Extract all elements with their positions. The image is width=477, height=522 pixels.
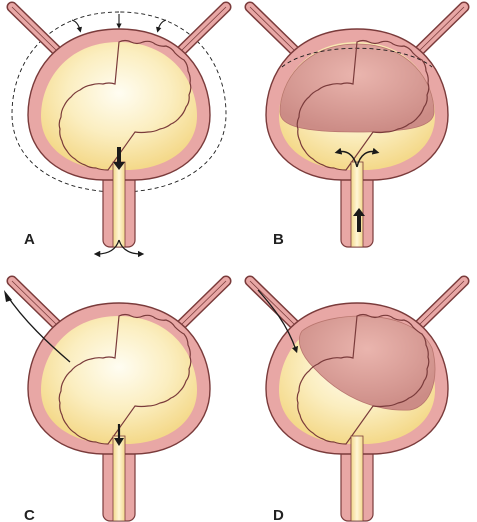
- panel-a: [11, 7, 227, 258]
- inward-pressure-arrows-icon: [71, 14, 167, 33]
- reflux-arrow-icon: [334, 147, 380, 232]
- panel-label-a: A: [24, 231, 35, 248]
- panel-c: [4, 281, 226, 521]
- outflow-arrow-icon: [93, 147, 145, 258]
- catheter-tube-icon: [5, 293, 71, 363]
- catheter-tube-icon: [257, 289, 299, 354]
- balloon-mass: [279, 43, 435, 133]
- distended-outline-icon: [11, 11, 227, 193]
- outflow-arrow-icon: [114, 424, 124, 446]
- panel-label-b: B: [273, 231, 284, 248]
- panel-b: [250, 7, 464, 247]
- panel-label-c: C: [24, 507, 35, 522]
- panel-d: [250, 281, 464, 521]
- panel-label-d: D: [273, 507, 284, 522]
